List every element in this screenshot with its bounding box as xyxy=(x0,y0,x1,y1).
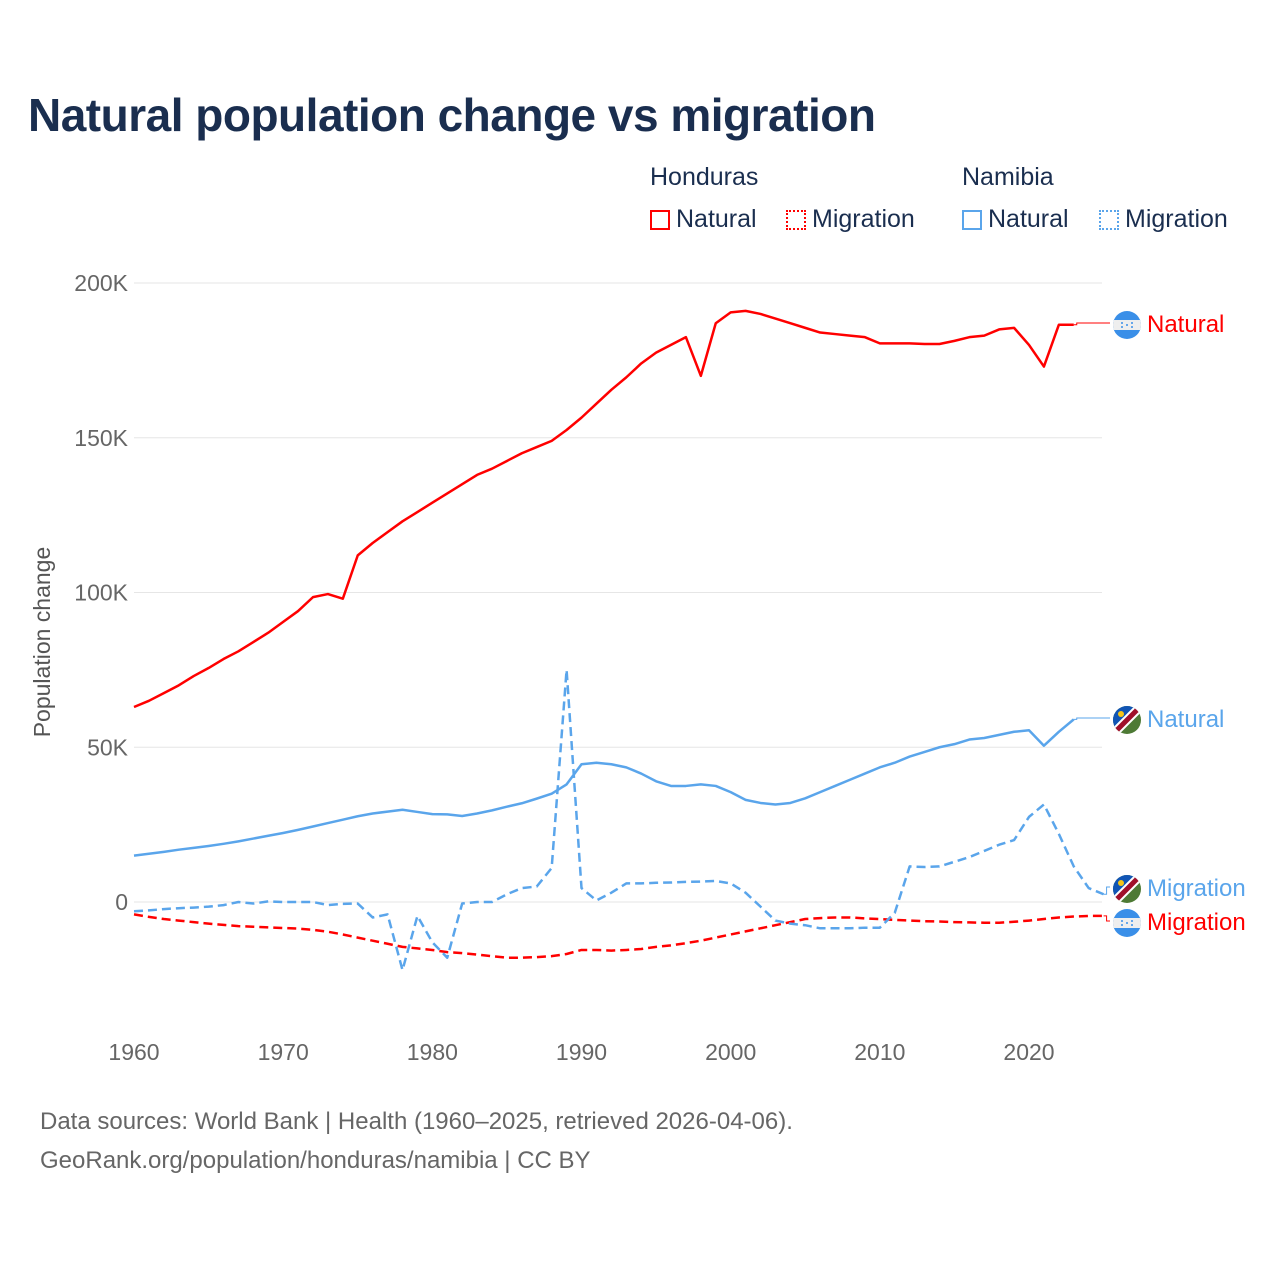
label-connector xyxy=(1103,886,1110,895)
end-label: Migration xyxy=(1147,875,1246,902)
x-tick-label: 2010 xyxy=(854,1039,905,1065)
footer-link[interactable]: GeoRank.org/population/honduras/namibia … xyxy=(40,1147,591,1174)
end-label: Natural xyxy=(1147,311,1224,338)
legend-honduras-migration[interactable]: Migration xyxy=(786,205,915,234)
honduras-flag-icon xyxy=(1113,311,1141,339)
y-tick-label: 200K xyxy=(74,270,128,296)
legend-label: Natural xyxy=(676,205,757,233)
honduras-flag-icon xyxy=(1113,909,1141,937)
solid-swatch-icon xyxy=(962,209,982,230)
label-connector xyxy=(1073,717,1110,720)
y-tick-label: 0 xyxy=(115,889,128,915)
legend-namibia-migration[interactable]: Migration xyxy=(1099,205,1228,234)
y-tick-label: 50K xyxy=(87,734,129,760)
x-tick-label: 1980 xyxy=(407,1039,458,1065)
y-tick-label: 150K xyxy=(74,425,128,451)
legend-honduras-natural[interactable]: Natural xyxy=(650,205,757,234)
dotted-swatch-icon xyxy=(1099,209,1119,230)
y-axis-label: Population change xyxy=(29,547,55,738)
legend-group-namibia: Namibia xyxy=(962,163,1054,191)
legend-namibia-natural[interactable]: Natural xyxy=(962,205,1069,234)
end-label: Natural xyxy=(1147,706,1224,733)
legend-label: Migration xyxy=(1125,205,1228,233)
dotted-swatch-icon xyxy=(786,209,806,230)
legend-label: Natural xyxy=(988,205,1069,233)
honduras-natural-line xyxy=(133,309,1074,709)
x-tick-label: 2000 xyxy=(705,1039,756,1065)
legend-label: Migration xyxy=(812,205,915,233)
namibia-migration-line xyxy=(133,668,1105,972)
label-connector xyxy=(1103,915,1110,922)
x-tick-label: 1960 xyxy=(108,1039,159,1065)
x-tick-label: 1970 xyxy=(258,1039,309,1065)
chart-title: Natural population change vs migration xyxy=(28,89,876,141)
end-label: Migration xyxy=(1147,909,1246,936)
namibia-natural-line xyxy=(133,718,1075,857)
namibia-flag-icon xyxy=(1113,706,1141,734)
footer-sources: Data sources: World Bank | Health (1960–… xyxy=(40,1108,793,1135)
namibia-flag-icon xyxy=(1113,875,1141,903)
honduras-migration-line xyxy=(133,913,1104,959)
legend-group-honduras: Honduras xyxy=(650,163,759,191)
line-chart: 0 50K 100K 150K 200K 1960 1970 1980 1990 2000 2010… xyxy=(29,270,1246,1065)
y-tick-label: 100K xyxy=(74,580,128,606)
label-connector xyxy=(1073,322,1110,326)
x-tick-label: 2020 xyxy=(1003,1039,1054,1065)
x-tick-label: 1990 xyxy=(556,1039,607,1065)
solid-swatch-icon xyxy=(650,209,670,230)
